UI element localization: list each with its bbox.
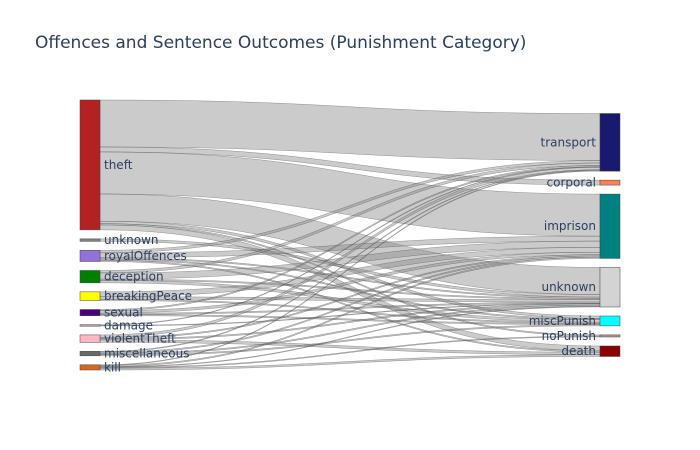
source-node-sexual[interactable] <box>79 309 101 316</box>
source-node-kill[interactable] <box>79 364 101 371</box>
source-label-breaking-peace: breakingPeace <box>104 289 192 303</box>
source-label-violent-theft: violentTheft <box>104 332 176 346</box>
source-node-theft[interactable] <box>79 99 101 231</box>
target-node-corporal[interactable] <box>599 179 621 186</box>
target-node-no-punish[interactable] <box>599 334 621 338</box>
source-node-deception[interactable] <box>79 270 101 284</box>
target-label-misc-punish: miscPunish <box>529 314 596 328</box>
source-label-kill: kill <box>104 360 121 374</box>
source-label-unknown: unknown <box>104 233 159 247</box>
source-node-violent-theft[interactable] <box>79 334 101 343</box>
target-label-no-punish: noPunish <box>542 329 596 343</box>
source-label-miscellaneous: miscellaneous <box>104 347 189 361</box>
source-node-breaking-peace[interactable] <box>79 291 101 301</box>
target-label-corporal: corporal <box>547 176 596 190</box>
target-label-unknown: unknown <box>541 280 596 294</box>
source-label-deception: deception <box>104 270 164 284</box>
source-node-royal-offences[interactable] <box>79 250 101 262</box>
target-label-imprison: imprison <box>544 219 596 233</box>
target-node-unknown[interactable] <box>599 267 621 308</box>
target-node-transport[interactable] <box>599 113 621 172</box>
target-label-transport: transport <box>541 135 597 149</box>
source-node-unknown[interactable] <box>79 238 101 242</box>
source-node-miscellaneous[interactable] <box>79 351 101 357</box>
source-label-damage: damage <box>104 318 153 332</box>
source-label-royal-offences: royalOffences <box>104 249 187 263</box>
target-node-imprison[interactable] <box>599 193 621 259</box>
target-node-death[interactable] <box>599 345 621 357</box>
source-label-sexual: sexual <box>104 306 143 320</box>
chart-title: Offences and Sentence Outcomes (Punishme… <box>35 33 527 53</box>
target-label-death: death <box>561 344 596 358</box>
target-node-misc-punish[interactable] <box>599 315 621 327</box>
source-node-damage[interactable] <box>79 324 101 327</box>
source-label-theft: theft <box>104 158 133 172</box>
